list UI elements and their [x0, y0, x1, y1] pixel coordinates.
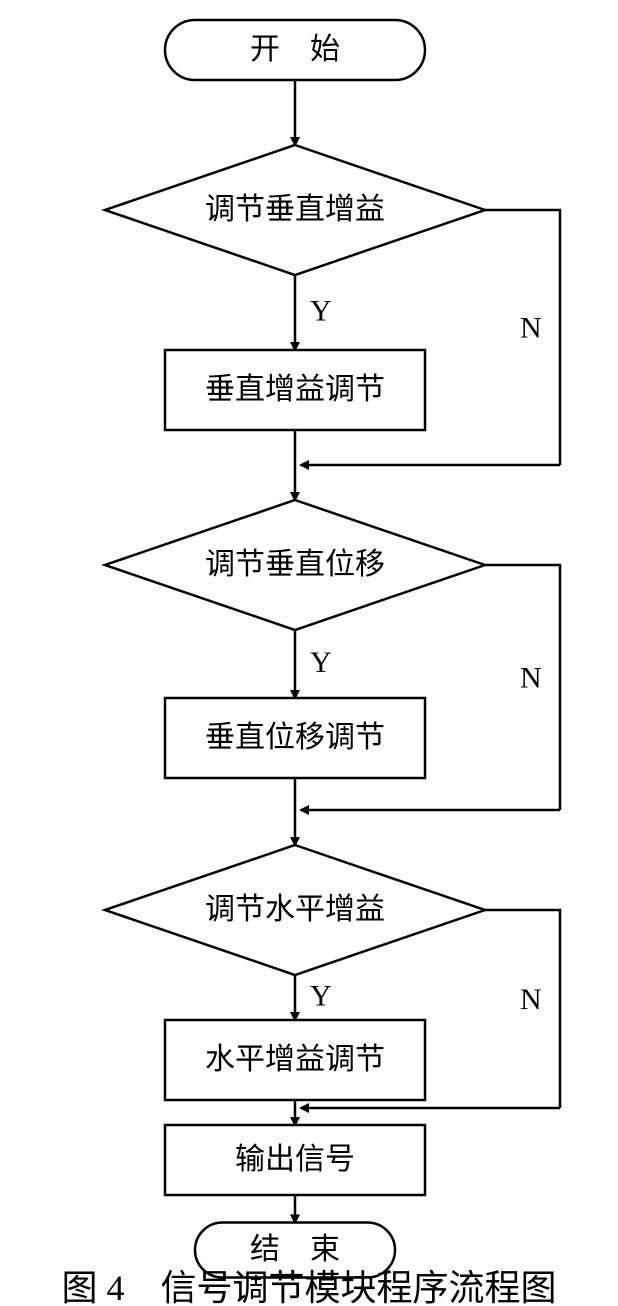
node-d1: 调节垂直增益	[105, 145, 485, 275]
node-p3: 水平增益调节	[165, 1020, 425, 1100]
node-p2: 垂直位移调节	[165, 698, 425, 778]
node-out: 输出信号	[165, 1125, 425, 1195]
label-d3-y: Y	[310, 980, 332, 1013]
node-d3: 调节水平增益	[105, 845, 485, 975]
node-out-label: 输出信号	[235, 1143, 355, 1176]
node-end-label: 结 束	[250, 1233, 340, 1266]
node-p2-label: 垂直位移调节	[205, 721, 385, 754]
figure-caption: 图 4 信号调节模块程序流程图	[61, 1268, 556, 1306]
node-start: 开 始	[165, 20, 425, 80]
node-p1-label: 垂直增益调节	[205, 373, 385, 406]
node-start-label: 开 始	[250, 33, 340, 66]
node-d1-label: 调节垂直增益	[205, 193, 385, 226]
node-p3-label: 水平增益调节	[205, 1043, 385, 1076]
label-d1-y: Y	[310, 295, 332, 328]
node-d3-label: 调节水平增益	[205, 893, 385, 926]
label-d2-y: Y	[310, 646, 332, 679]
node-p1: 垂直增益调节	[165, 350, 425, 430]
label-d2-n: N	[520, 662, 542, 695]
label-d1-n: N	[520, 312, 542, 345]
node-d2-label: 调节垂直位移	[205, 548, 385, 581]
node-d2: 调节垂直位移	[105, 500, 485, 630]
flowchart-canvas: Y N Y N Y N 开 始调节垂直增益垂直增益调节调节垂直位移垂直位移调节调节水平增益水…	[0, 0, 618, 1306]
label-d3-n: N	[520, 983, 542, 1016]
